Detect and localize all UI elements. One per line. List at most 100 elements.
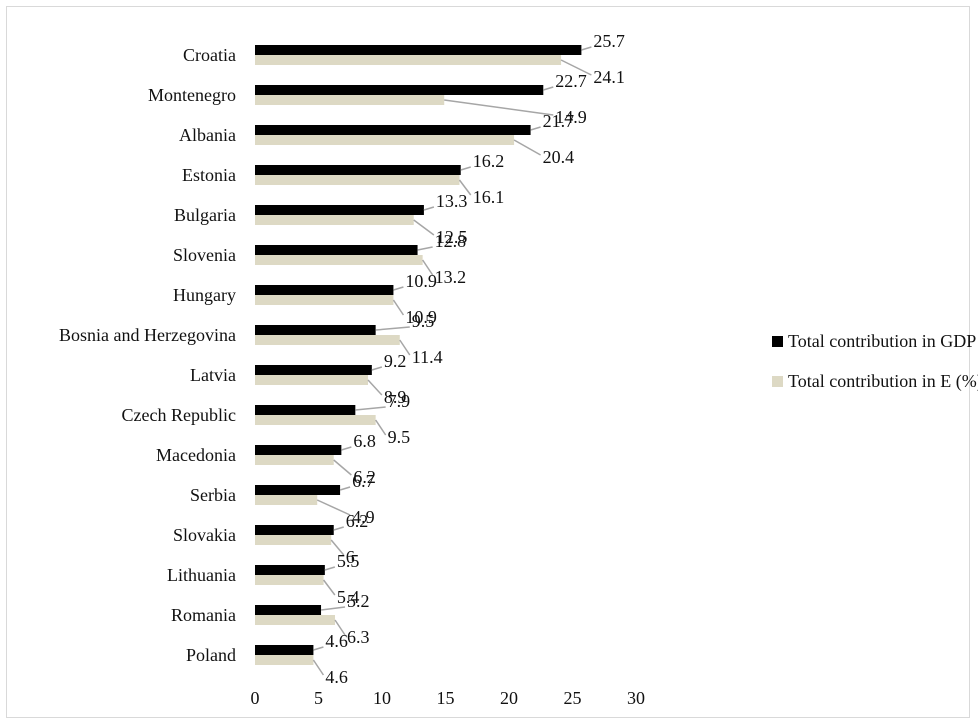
leader-line	[333, 526, 344, 531]
data-label-employment: 24.1	[593, 67, 625, 87]
category-label: Slovenia	[173, 245, 236, 265]
data-label-employment: 8.9	[384, 387, 407, 407]
leader-line	[458, 179, 472, 196]
leader-line	[312, 659, 325, 676]
bar-gdp	[255, 325, 376, 335]
data-label-gdp: 4.6	[325, 631, 348, 651]
bar-employment	[255, 575, 324, 585]
leader-line	[530, 126, 541, 131]
bar-gdp	[255, 525, 334, 535]
leader-line	[320, 606, 346, 611]
data-label-employment: 6	[346, 547, 355, 567]
bar-gdp	[255, 445, 342, 455]
data-label-employment: 16.1	[473, 187, 505, 207]
leader-line	[324, 566, 336, 571]
leader-line	[313, 646, 324, 651]
leader-line	[417, 246, 433, 251]
bar-employment	[255, 295, 394, 305]
legend-swatch	[772, 376, 783, 387]
bar-employment	[255, 175, 460, 185]
category-label: Albania	[179, 125, 236, 145]
leader-line	[581, 46, 592, 51]
leader-line	[513, 139, 541, 156]
legend-label: Total contribution in E (%)	[788, 371, 978, 392]
category-label: Montenegro	[148, 85, 236, 105]
data-label-gdp: 7.9	[388, 391, 411, 411]
leader-line	[375, 326, 410, 331]
category-label: Latvia	[190, 365, 236, 385]
leader-line	[392, 299, 405, 316]
category-label: Romania	[171, 605, 236, 625]
category-label: Czech Republic	[122, 405, 236, 425]
leader-line	[333, 459, 352, 476]
bar-gdp	[255, 605, 322, 615]
data-label-gdp: 13.3	[436, 191, 468, 211]
bar-gdp	[255, 645, 314, 655]
bar-employment	[255, 455, 334, 465]
leader-line	[334, 619, 346, 636]
category-label: Bosnia and Herzegovina	[59, 325, 236, 345]
bar-gdp	[255, 45, 582, 55]
bar-gdp	[255, 85, 544, 95]
bar-gdp	[255, 245, 418, 255]
leader-line	[371, 366, 383, 371]
leader-line	[560, 59, 592, 76]
x-tick-label: 25	[564, 688, 582, 708]
bar-employment	[255, 55, 562, 65]
x-axis: 0 5 10 15 20 25 30	[251, 688, 646, 708]
leader-line	[316, 499, 351, 516]
bar-gdp	[255, 485, 341, 495]
category-labels-layer: Croatia Montenegro Albania Estonia Bulgaria S…	[59, 45, 236, 665]
category-label: Croatia	[183, 45, 236, 65]
leader-line	[422, 259, 434, 276]
data-label-employment: 14.9	[555, 107, 587, 127]
leader-line	[367, 379, 383, 396]
chart-frame	[6, 6, 970, 718]
leader-line	[322, 579, 336, 596]
data-label-gdp: 16.2	[473, 151, 505, 171]
data-labels-layer: 25.7 24.1 22.7 14.921.7 20.4 16.2 16.113.3 12.5…	[312, 31, 625, 687]
data-label-gdp: 25.7	[593, 31, 625, 51]
leader-line	[413, 219, 435, 236]
category-label: Lithuania	[167, 565, 236, 585]
data-label-employment: 5.4	[337, 587, 360, 607]
bar-employment	[255, 95, 445, 105]
leader-line	[330, 539, 345, 556]
legend-swatch	[772, 336, 783, 347]
leader-line	[341, 446, 352, 451]
bar-employment	[255, 255, 423, 265]
data-label-gdp: 6.2	[346, 511, 369, 531]
data-label-gdp: 21.7	[543, 111, 575, 131]
x-tick-label: 30	[627, 688, 645, 708]
legend: Total contribution in GDP (%) Total contr…	[772, 331, 978, 392]
x-tick-label: 15	[437, 688, 455, 708]
data-label-gdp: 12.8	[435, 231, 467, 251]
leader-line	[460, 166, 471, 171]
bar-employment	[255, 415, 376, 425]
category-label: Hungary	[173, 285, 236, 305]
bar-employment	[255, 135, 515, 145]
category-label: Bulgaria	[174, 205, 236, 225]
data-label-employment: 11.4	[412, 347, 443, 367]
legend-label: Total contribution in GDP (%)	[788, 331, 978, 352]
bar-gdp	[255, 565, 325, 575]
bar-employment	[255, 495, 318, 505]
category-label: Poland	[186, 645, 236, 665]
data-label-gdp: 22.7	[555, 71, 587, 91]
category-label: Macedonia	[156, 445, 236, 465]
data-label-employment: 6.3	[347, 627, 370, 647]
category-label: Slovakia	[173, 525, 236, 545]
data-label-gdp: 10.9	[405, 271, 437, 291]
x-tick-label: 5	[314, 688, 323, 708]
category-label: Serbia	[190, 485, 236, 505]
data-label-employment: 20.4	[543, 147, 575, 167]
data-label-employment: 4.6	[325, 667, 348, 687]
data-label-gdp: 6.8	[353, 431, 376, 451]
bar-gdp	[255, 125, 531, 135]
leader-line	[355, 406, 386, 411]
data-label-employment: 12.5	[436, 227, 468, 247]
bar-employment	[255, 655, 314, 665]
x-tick-label: 20	[500, 688, 518, 708]
leader-line	[339, 486, 351, 491]
